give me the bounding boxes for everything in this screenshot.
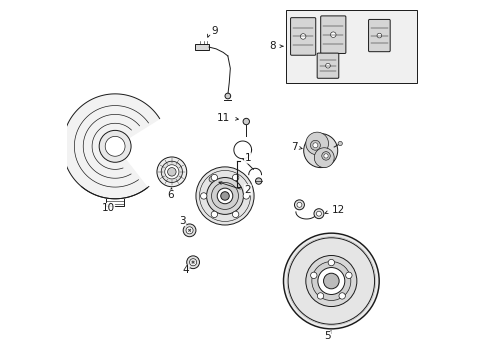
Circle shape [206, 177, 243, 215]
Circle shape [311, 261, 350, 301]
Circle shape [345, 272, 351, 279]
Circle shape [312, 143, 317, 148]
Circle shape [105, 136, 125, 156]
Circle shape [189, 259, 196, 266]
Circle shape [300, 34, 305, 39]
Circle shape [232, 211, 238, 217]
Circle shape [232, 174, 238, 181]
Text: 2: 2 [244, 185, 251, 195]
Text: 9: 9 [211, 26, 217, 36]
Text: 6: 6 [166, 190, 173, 200]
Circle shape [317, 267, 344, 294]
Text: 8: 8 [268, 41, 275, 51]
Text: 12: 12 [331, 205, 344, 215]
Circle shape [376, 33, 381, 38]
Circle shape [305, 256, 356, 306]
FancyBboxPatch shape [317, 53, 338, 78]
Circle shape [310, 272, 316, 279]
Text: 1: 1 [244, 153, 251, 163]
Circle shape [209, 176, 214, 182]
Circle shape [161, 161, 182, 183]
Circle shape [338, 293, 345, 299]
Bar [286, 10, 416, 82]
Circle shape [164, 165, 179, 179]
FancyBboxPatch shape [290, 18, 315, 55]
Circle shape [330, 32, 335, 37]
Text: 10: 10 [102, 203, 114, 213]
Circle shape [186, 256, 199, 269]
Circle shape [167, 168, 176, 176]
Circle shape [99, 130, 131, 162]
Circle shape [283, 233, 378, 329]
Circle shape [294, 200, 304, 210]
Circle shape [296, 202, 301, 207]
Circle shape [323, 154, 327, 158]
Circle shape [196, 167, 254, 225]
Circle shape [224, 93, 230, 99]
Circle shape [314, 148, 333, 168]
Circle shape [313, 209, 323, 219]
Text: 3: 3 [179, 216, 185, 226]
Circle shape [211, 174, 217, 181]
Polygon shape [62, 94, 159, 199]
Text: 11: 11 [217, 113, 230, 123]
FancyBboxPatch shape [320, 16, 345, 54]
Circle shape [183, 224, 196, 237]
Circle shape [317, 293, 323, 299]
Circle shape [337, 141, 342, 145]
Circle shape [243, 118, 249, 125]
Circle shape [199, 170, 250, 221]
Circle shape [220, 192, 229, 200]
Circle shape [316, 211, 321, 216]
Circle shape [310, 140, 320, 150]
Circle shape [325, 63, 329, 68]
Circle shape [305, 132, 328, 155]
Circle shape [255, 178, 262, 184]
Circle shape [321, 152, 329, 160]
Circle shape [217, 188, 232, 204]
Circle shape [211, 183, 238, 210]
Circle shape [200, 193, 206, 199]
Text: 7: 7 [290, 142, 297, 152]
Circle shape [243, 193, 249, 199]
Circle shape [327, 260, 334, 266]
Circle shape [211, 211, 217, 217]
Circle shape [287, 238, 374, 324]
Circle shape [303, 134, 337, 168]
Text: 5: 5 [324, 331, 330, 341]
FancyBboxPatch shape [368, 19, 389, 52]
Circle shape [323, 273, 339, 289]
Circle shape [185, 227, 193, 234]
Text: 4: 4 [183, 265, 189, 275]
Circle shape [157, 157, 186, 187]
Bar [195, 44, 209, 50]
